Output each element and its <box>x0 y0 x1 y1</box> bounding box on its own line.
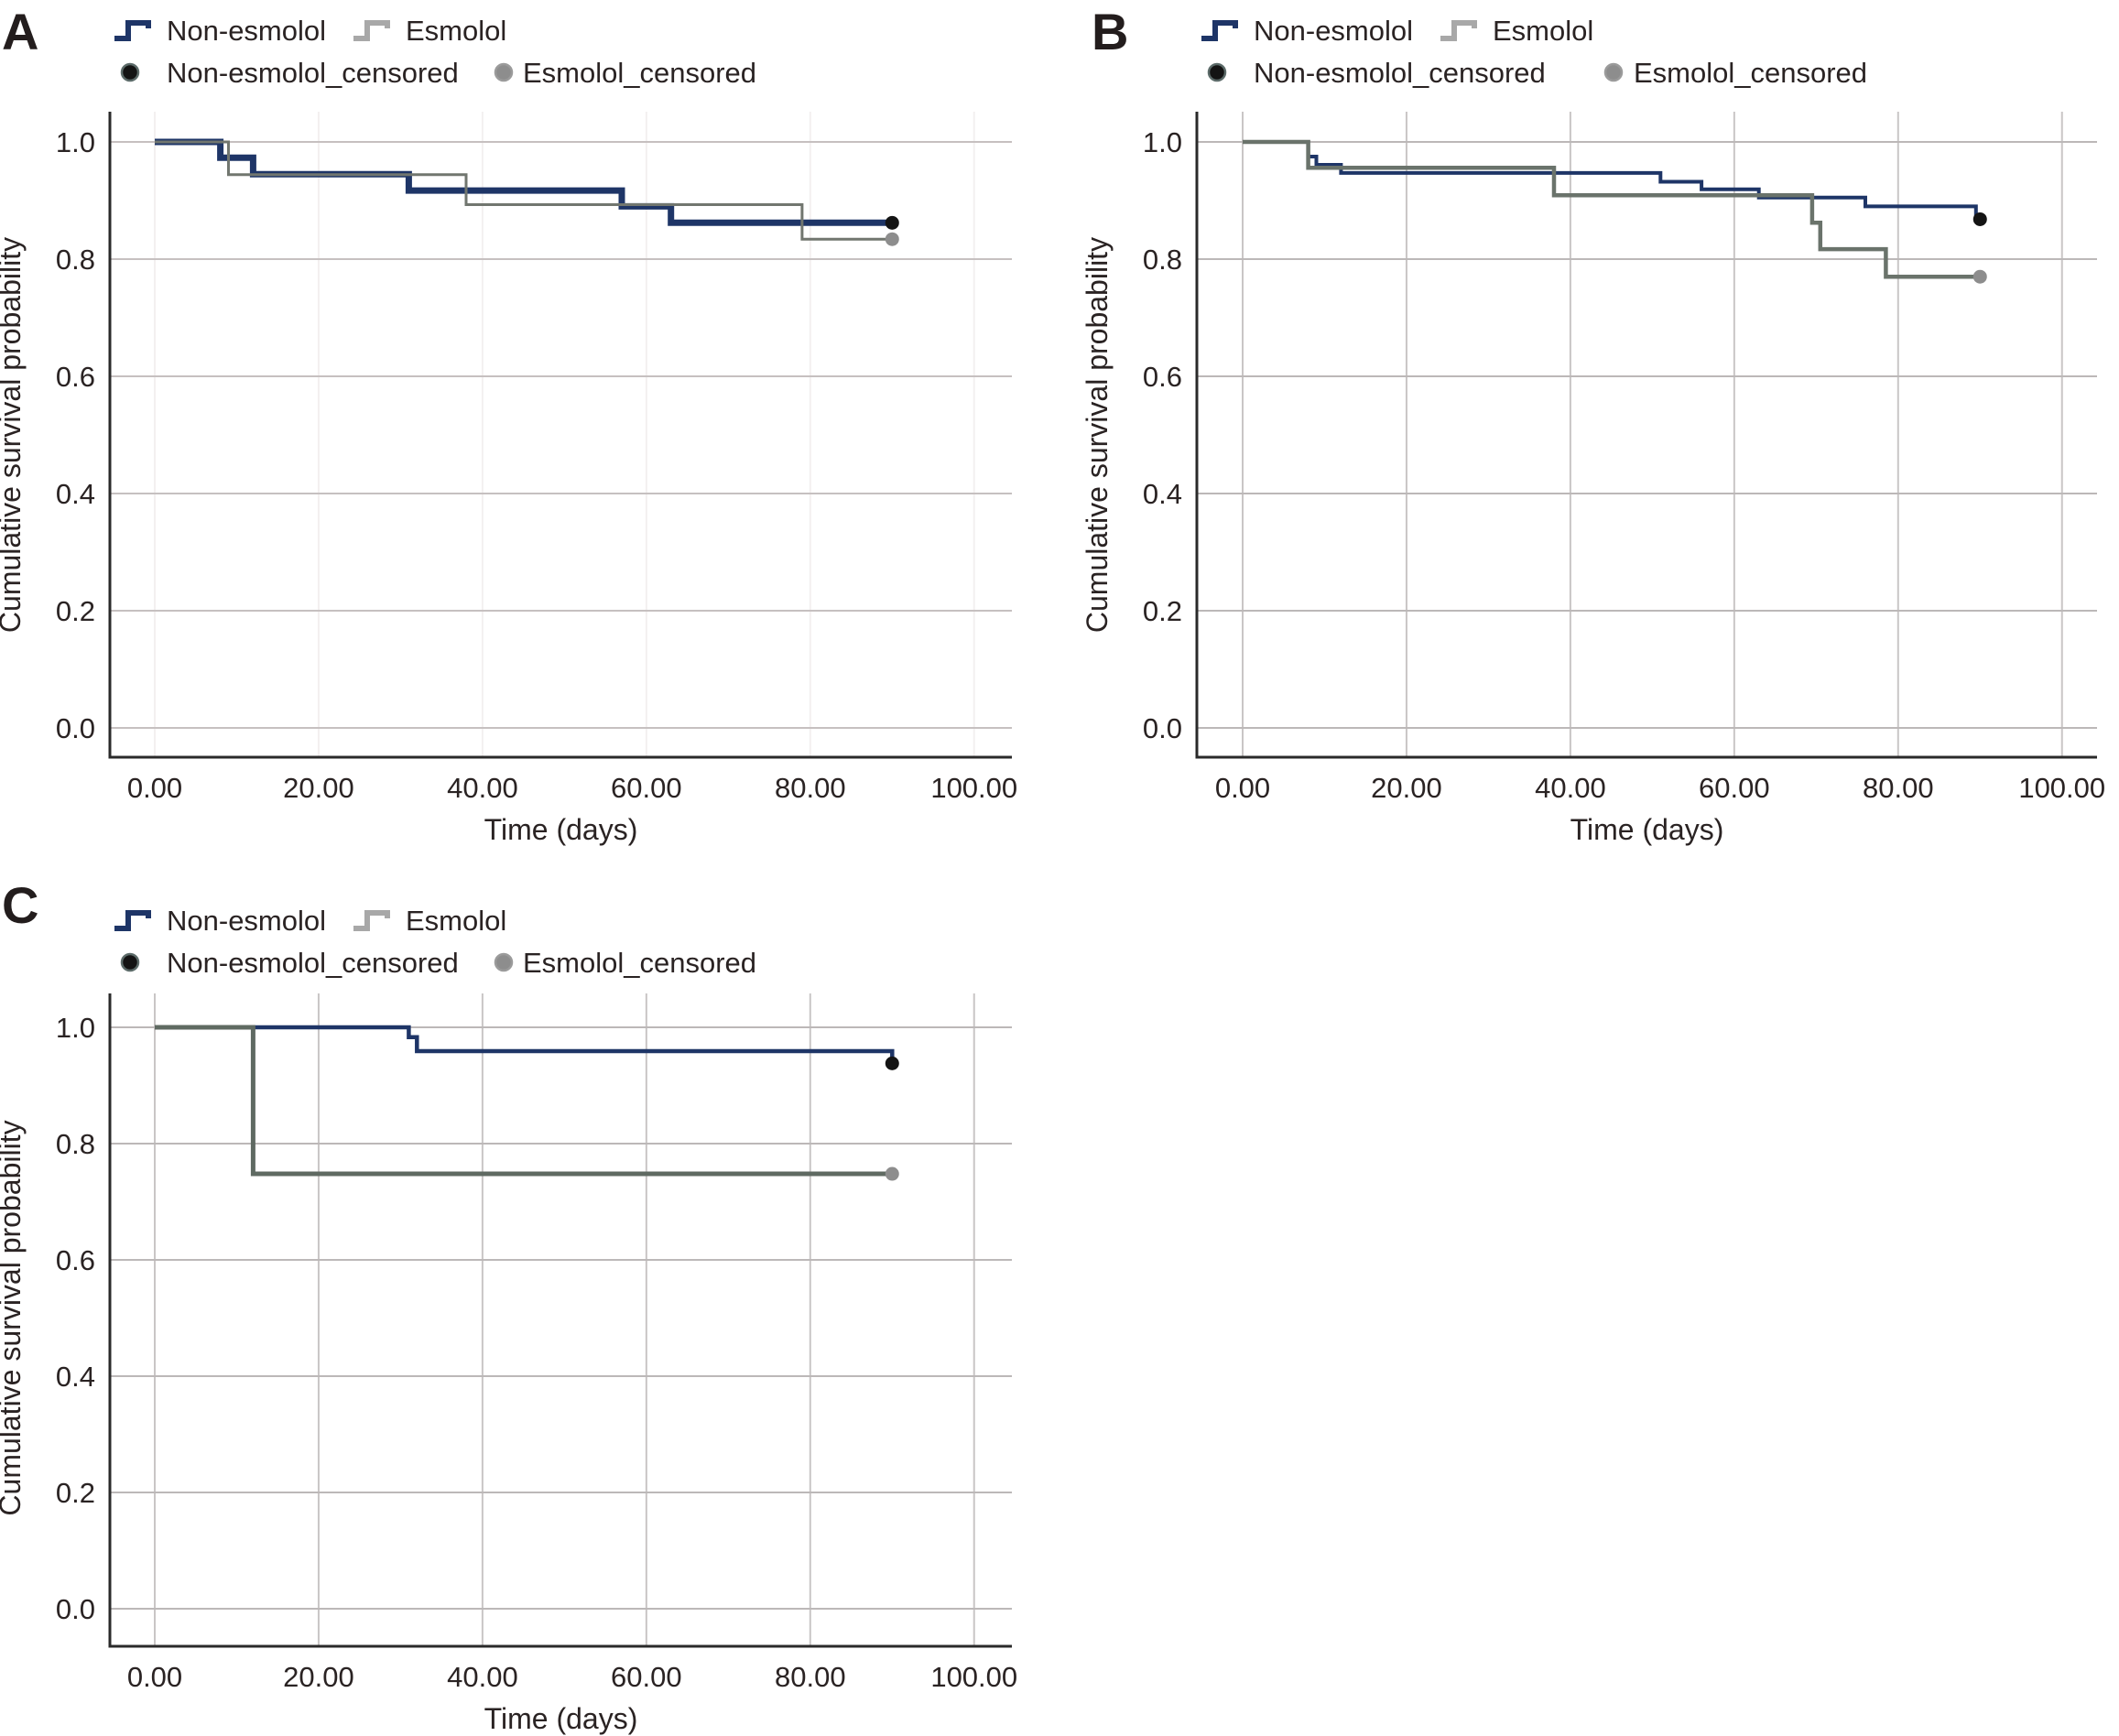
panel-letter-b: B <box>1092 3 1128 60</box>
legend-step-icon-esmolol <box>353 20 390 41</box>
censor-dot-non-esmolol <box>885 215 899 230</box>
x-tick-label: 60.00 <box>1699 772 1770 804</box>
x-tick-label: 100.00 <box>2018 772 2105 804</box>
panel-c: 0.00 20.00 40.00 60.00 80.00 100.00 1.0 0.8 0.6 0… <box>0 876 1017 1735</box>
censor-dot-non-esmolol <box>1972 212 1987 226</box>
legend-dot-icon-esmolol-censored <box>494 62 514 82</box>
censor-dot-non-esmolol <box>885 1056 899 1070</box>
legend-label-esmolol: Esmolol <box>406 905 506 937</box>
legend-step-icon-esmolol <box>1440 20 1477 41</box>
x-tick-label: 20.00 <box>283 1661 354 1693</box>
legend-label-non-esmolol: Non-esmolol <box>167 15 326 47</box>
survival-curve-esmolol <box>155 1025 893 1177</box>
x-tick-label: 100.00 <box>930 1661 1017 1693</box>
x-tick-label: 20.00 <box>283 772 354 804</box>
x-tick-label: 20.00 <box>1371 772 1442 804</box>
grid <box>110 112 1012 757</box>
x-tick-label: 0.00 <box>127 772 182 804</box>
survival-curve-esmolol <box>155 140 893 241</box>
y-tick-label: 1.0 <box>56 1012 95 1044</box>
survival-curve-non-esmolol <box>155 1025 895 1064</box>
grid <box>1197 112 2097 757</box>
legend-label-non-esmolol-censored: Non-esmolol_censored <box>167 947 459 979</box>
legend-dot-icon-non-esmolol-censored <box>120 952 140 972</box>
censor-dot-esmolol <box>885 1166 899 1181</box>
x-tick-label: 80.00 <box>775 772 846 804</box>
y-tick-label: 0.0 <box>56 1593 95 1625</box>
legend-label-non-esmolol-censored: Non-esmolol_censored <box>167 57 459 89</box>
legend-label-esmolol-censored: Esmolol_censored <box>523 57 756 89</box>
x-tick-label: 80.00 <box>775 1661 846 1693</box>
y-axis-title: Cumulative survival probability <box>1081 237 1114 633</box>
y-axis-title: Cumulative survival probability <box>0 237 27 633</box>
legend-label-non-esmolol: Non-esmolol <box>1254 15 1413 47</box>
y-tick-label: 0.0 <box>56 712 95 744</box>
x-tick-label: 40.00 <box>447 772 518 804</box>
y-tick-label: 0.4 <box>56 478 95 510</box>
y-tick-label: 0.0 <box>1143 712 1182 744</box>
y-tick-label: 1.0 <box>1143 126 1182 158</box>
x-tick-label: 0.00 <box>1215 772 1270 804</box>
survival-curve-esmolol <box>1243 139 1981 279</box>
legend-label-esmolol: Esmolol <box>406 15 506 47</box>
y-tick-label: 0.2 <box>1143 595 1182 627</box>
x-tick-label: 40.00 <box>1535 772 1606 804</box>
legend-label-non-esmolol: Non-esmolol <box>167 905 326 937</box>
y-tick-label: 0.8 <box>56 1128 95 1160</box>
panel-b: 0.00 20.00 40.00 60.00 80.00 100.00 1.0 0.8 0.6 0… <box>1081 3 2105 846</box>
y-tick-label: 1.0 <box>56 126 95 158</box>
y-tick-label: 0.4 <box>56 1361 95 1393</box>
censor-dot-esmolol <box>885 232 899 246</box>
grid <box>110 993 1012 1646</box>
panel-a: 0.00 20.00 40.00 60.00 80.00 100.00 1.0 0.8 0.6 0… <box>0 3 1017 846</box>
legend-label-esmolol-censored: Esmolol_censored <box>523 947 756 979</box>
y-tick-label: 0.2 <box>56 595 95 627</box>
survival-curve-non-esmolol <box>1243 140 1981 222</box>
legend-step-icon-non-esmolol <box>114 910 151 931</box>
x-tick-label: 40.00 <box>447 1661 518 1693</box>
y-tick-label: 0.2 <box>56 1477 95 1509</box>
y-tick-label: 0.8 <box>56 244 95 276</box>
y-tick-label: 0.8 <box>1143 244 1182 276</box>
legend-step-icon-esmolol <box>353 910 390 931</box>
survival-curve-non-esmolol <box>155 138 893 226</box>
y-tick-label: 0.6 <box>56 361 95 393</box>
x-tick-label: 60.00 <box>611 1661 682 1693</box>
x-tick-label: 100.00 <box>930 772 1017 804</box>
x-tick-label: 60.00 <box>611 772 682 804</box>
legend-label-esmolol: Esmolol <box>1493 15 1593 47</box>
x-axis-title: Time (days) <box>1570 813 1724 846</box>
x-axis-title: Time (days) <box>484 1702 638 1735</box>
censor-dot-esmolol <box>1972 269 1987 284</box>
x-tick-label: 80.00 <box>1863 772 1934 804</box>
x-axis-title: Time (days) <box>484 813 638 846</box>
legend-dot-icon-non-esmolol-censored <box>120 62 140 82</box>
legend-label-non-esmolol-censored: Non-esmolol_censored <box>1254 57 1546 89</box>
legend-dot-icon-esmolol-censored <box>494 952 514 972</box>
y-axis-title: Cumulative survival probability <box>0 1120 27 1515</box>
x-tick-label: 0.00 <box>127 1661 182 1693</box>
y-tick-label: 0.6 <box>1143 361 1182 393</box>
panel-letter-a: A <box>2 3 38 60</box>
y-tick-label: 0.4 <box>1143 478 1182 510</box>
y-tick-label: 0.6 <box>56 1244 95 1276</box>
legend: Non-esmolol Esmolol Non-esmolol_censored Es… <box>1201 15 1867 89</box>
legend-step-icon-non-esmolol <box>1201 20 1238 41</box>
legend-dot-icon-non-esmolol-censored <box>1207 62 1227 82</box>
panel-letter-c: C <box>2 876 38 934</box>
legend-dot-icon-esmolol-censored <box>1603 62 1624 82</box>
legend: Non-esmolol Esmolol Non-esmolol_censored Es… <box>114 905 756 979</box>
legend-label-esmolol-censored: Esmolol_censored <box>1634 57 1867 89</box>
legend: Non-esmolol Esmolol Non-esmolol_censored Es… <box>114 15 756 89</box>
legend-step-icon-non-esmolol <box>114 20 151 41</box>
